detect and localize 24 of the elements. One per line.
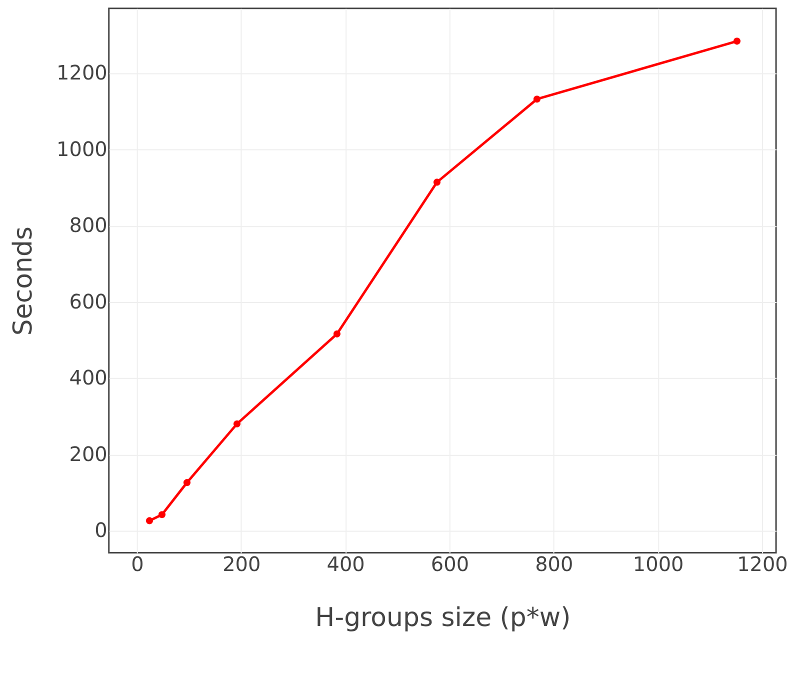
point	[533, 96, 541, 103]
x-axis-title: H-groups size (p*w)	[315, 603, 571, 634]
point	[158, 511, 166, 518]
y-axis-title: Seconds	[8, 226, 39, 336]
x-tick-label: 1200	[737, 552, 788, 576]
point	[233, 420, 241, 428]
point	[733, 38, 741, 45]
point	[146, 517, 154, 524]
point	[183, 479, 191, 486]
y-tick-label: 200	[69, 442, 108, 466]
y-tick-label: 800	[69, 213, 108, 238]
point	[333, 330, 341, 338]
x-tick-label: 0	[131, 552, 144, 576]
y-tick-label: 0	[94, 518, 108, 542]
y-tick-label: 600	[69, 289, 108, 314]
y-tick-label: 1000	[56, 136, 108, 161]
x-tick-label: 800	[535, 552, 574, 576]
x-tick-label: 200	[222, 552, 261, 576]
point	[433, 178, 441, 186]
x-tick-label: 1000	[632, 552, 684, 576]
x-tick-label: 600	[430, 552, 470, 576]
y-tick-label: 400	[69, 366, 108, 390]
y-tick-label: 1200	[56, 60, 108, 85]
x-tick-label: 400	[326, 552, 365, 576]
